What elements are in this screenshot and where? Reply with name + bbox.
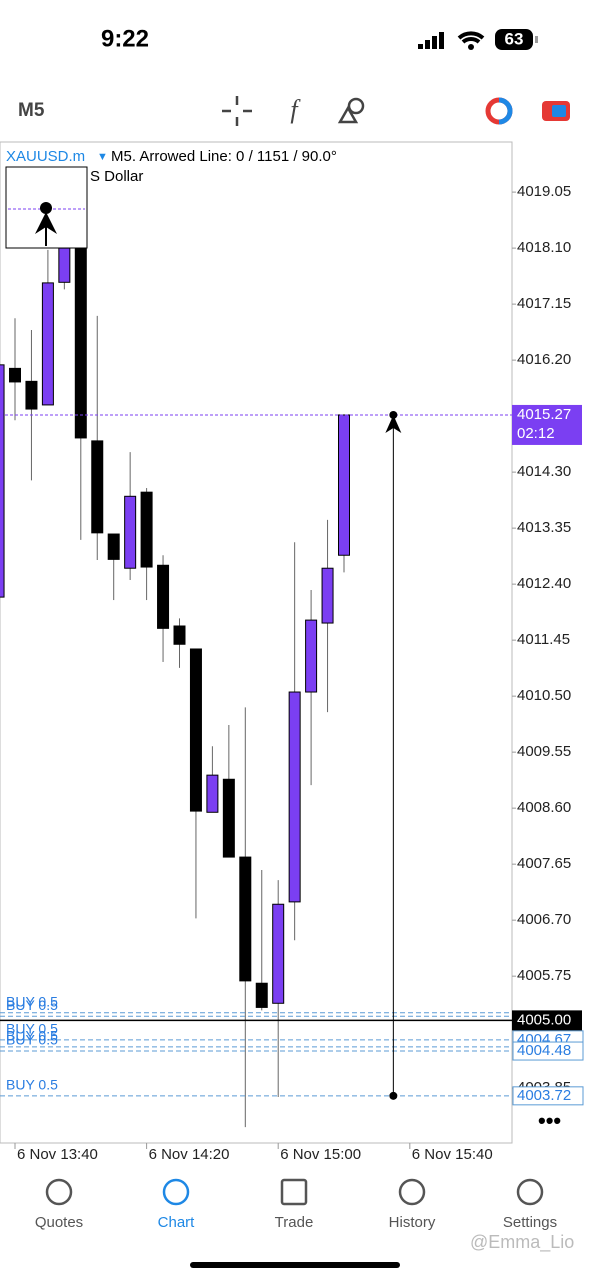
battery-cap <box>535 36 538 43</box>
candle-body <box>321 567 334 624</box>
x-tick-label: 6 Nov 15:40 <box>412 1146 493 1163</box>
current-price-timer: 02:12 <box>517 425 555 442</box>
x-tick-label: 6 Nov 13:40 <box>17 1146 98 1163</box>
objects-icon[interactable] <box>337 97 365 124</box>
indicator-icon[interactable]: f <box>290 95 301 124</box>
account-icon-part <box>498 97 513 125</box>
candle-body <box>255 982 268 1008</box>
crosshair-icon[interactable] <box>222 96 252 126</box>
candle-body <box>0 364 5 598</box>
signal <box>418 32 444 49</box>
nav-label[interactable]: Chart <box>158 1214 196 1231</box>
order-label: BUY 0.5 <box>6 1077 58 1093</box>
bid-tag <box>512 1010 582 1031</box>
candle-body <box>9 367 21 383</box>
y-tick-label: 4009.55 <box>517 743 571 760</box>
preview-arrowhead <box>35 212 57 234</box>
y-tick-label: 4011.45 <box>517 631 570 648</box>
nav-label[interactable]: Settings <box>503 1214 557 1231</box>
nav-icon[interactable] <box>45 1178 73 1206</box>
candle-body <box>58 247 71 283</box>
order-label: BUY 0.5 <box>6 1028 58 1044</box>
candle-body <box>173 625 186 645</box>
candle-body <box>41 282 54 406</box>
arrow-start <box>389 410 398 419</box>
candle-body <box>239 856 252 982</box>
candle-body <box>140 491 153 568</box>
y-tick-label: 4013.35 <box>517 519 571 536</box>
preview-dot <box>40 202 52 214</box>
y-tick-label: 4008.60 <box>517 799 571 816</box>
y-tick-label: 4014.30 <box>517 463 571 480</box>
status-time: 9:22 <box>101 25 149 52</box>
current-price-label: 4015.27 <box>517 406 571 423</box>
watermark: @Emma_Lio <box>470 1232 574 1253</box>
candle-body <box>124 495 137 569</box>
wifi-dot <box>468 44 474 50</box>
y-tick-label: 4006.70 <box>517 911 571 928</box>
candle-body <box>157 564 170 629</box>
candle-body <box>107 533 120 560</box>
candle-body <box>288 691 301 903</box>
y-tick-label: 4018.10 <box>517 239 571 256</box>
y-tick-label: 4005.75 <box>517 967 571 984</box>
trade-icon-part <box>552 105 566 117</box>
home-indicator <box>190 1262 400 1268</box>
order-tag <box>512 1086 584 1106</box>
nav-label[interactable]: Trade <box>275 1214 314 1231</box>
order-tag-label: 4004.48 <box>517 1042 571 1059</box>
nav-label[interactable]: History <box>389 1214 436 1231</box>
wifi <box>457 31 485 44</box>
order-tag <box>512 1041 584 1061</box>
y-tick-label: 4017.15 <box>517 295 571 312</box>
description: S Dollar <box>90 168 143 185</box>
bid-tag-label: 4005.00 <box>517 1011 571 1028</box>
x-tick-label: 6 Nov 14:20 <box>149 1146 230 1163</box>
more-menu[interactable]: ••• <box>538 1108 561 1133</box>
caption: M5. Arrowed Line: 0 / 1151 / 90.0° <box>111 148 337 165</box>
x-tick-label: 6 Nov 15:00 <box>280 1146 361 1163</box>
arrow-head <box>385 414 402 433</box>
nav-label[interactable]: Quotes <box>35 1214 83 1231</box>
order-label: BUY 0.5 <box>6 1021 58 1037</box>
y-tick-label: 4012.40 <box>517 575 571 592</box>
order-label: BUY 0.5 <box>6 1032 58 1048</box>
current-price-tag <box>512 404 582 445</box>
order-label: BUY 0.5 <box>6 993 58 1009</box>
y-tick-label: 4007.65 <box>517 855 571 872</box>
candle-body <box>25 380 38 410</box>
battery-level: 63 <box>505 29 524 48</box>
nav-icon[interactable] <box>398 1178 426 1206</box>
nav-icon[interactable] <box>516 1178 544 1206</box>
y-tick-label: 4010.50 <box>517 687 571 704</box>
candle-body <box>305 619 318 693</box>
candle-body <box>189 648 202 812</box>
candle-body <box>91 440 104 534</box>
plot <box>0 239 512 1128</box>
timeframe[interactable]: M5 <box>18 100 45 121</box>
candle-body <box>338 414 350 556</box>
battery <box>495 29 533 50</box>
candle-body <box>222 778 235 858</box>
order-label: BUY 0.5 <box>6 997 58 1013</box>
symbol-caret: ▼ <box>97 151 108 163</box>
bottom-nav: Quotes Chart Trade History Settings <box>35 1178 557 1231</box>
y-tick-label: 4019.05 <box>517 183 571 200</box>
candle-body <box>272 903 285 1004</box>
candle-body <box>206 774 219 813</box>
arrow-end <box>389 1091 398 1100</box>
nav-icon[interactable] <box>162 1178 190 1206</box>
nav-icon[interactable] <box>280 1178 308 1206</box>
candle-body <box>74 247 87 439</box>
chart-frame <box>0 141 513 1144</box>
y-tick-label: 4016.20 <box>517 351 571 368</box>
symbol[interactable]: XAUUSD.m <box>6 148 85 165</box>
order-tag-label: 4003.72 <box>517 1087 571 1104</box>
